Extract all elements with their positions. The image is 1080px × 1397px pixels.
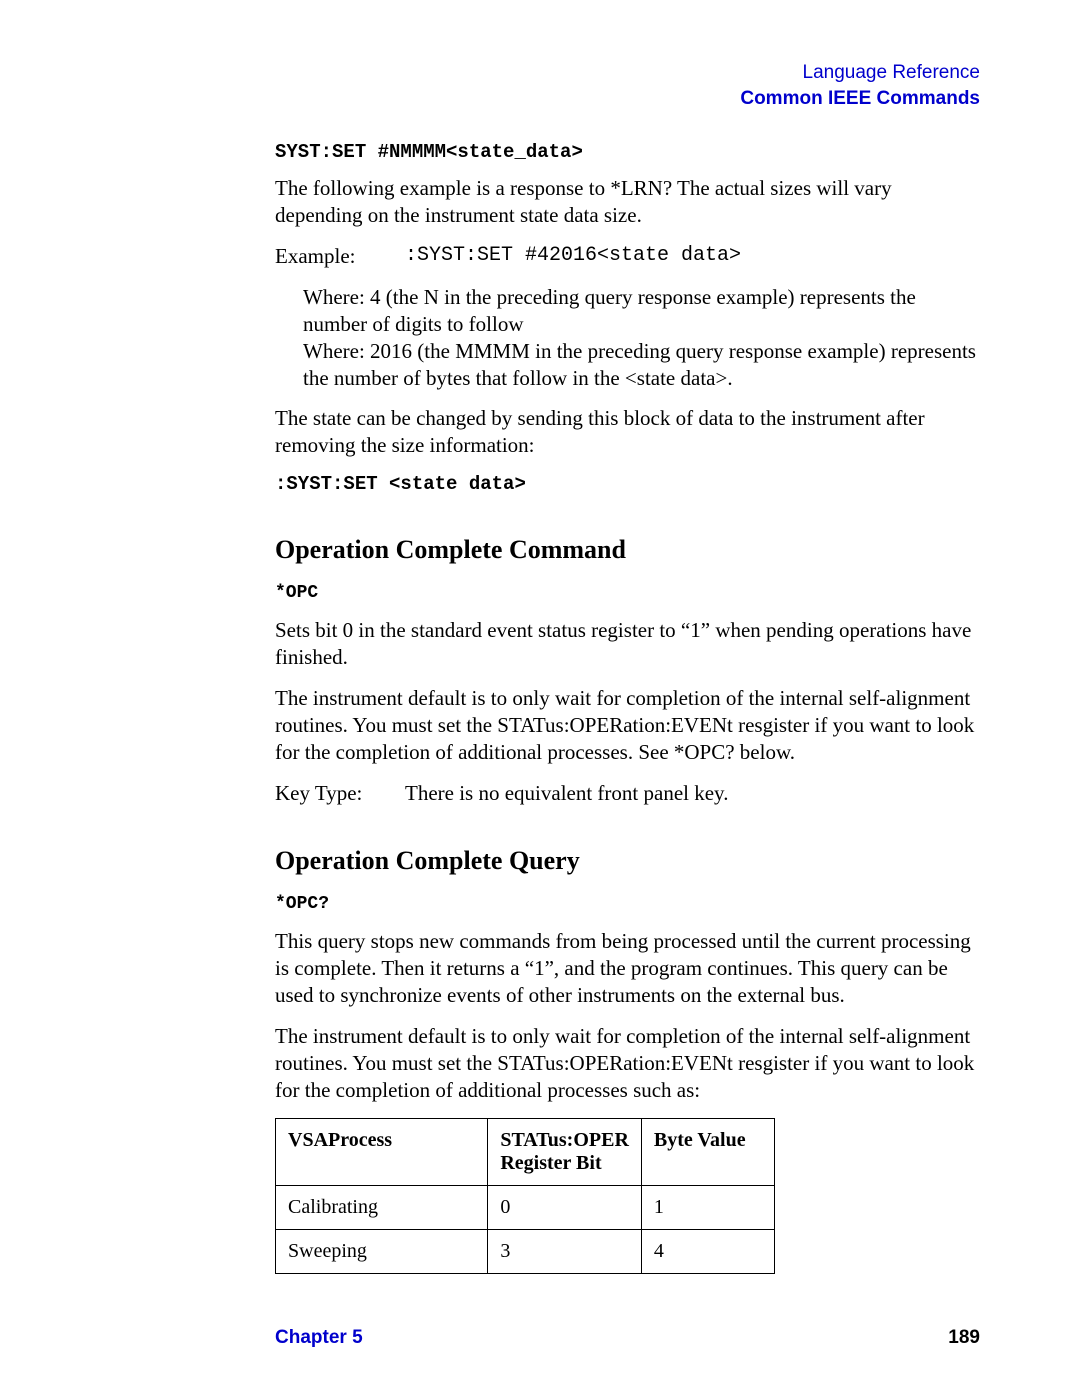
page-footer: Chapter 5 189 (275, 1327, 980, 1349)
section-heading-opc: Operation Complete Command (275, 535, 980, 565)
cell-regbit: 0 (488, 1185, 642, 1229)
syntax-heading: SYST:SET #NMMMM<state_data> (275, 141, 980, 163)
opc-command: *OPC (275, 583, 980, 603)
col-status-oper: STATus:OPER Register Bit (488, 1118, 642, 1185)
where-block: Where: 4 (the N in the preceding query r… (303, 284, 980, 392)
footer-chapter: Chapter 5 (275, 1327, 363, 1349)
header-topic: Common IEEE Commands (275, 86, 980, 112)
col-byte-value: Byte Value (641, 1118, 774, 1185)
section-heading-opcq: Operation Complete Query (275, 846, 980, 876)
where-line: Where: 2016 (the MMMM in the preceding q… (303, 338, 980, 392)
header-category: Language Reference (275, 60, 980, 86)
cell-process: Sweeping (276, 1229, 488, 1273)
cell-byteval: 4 (641, 1229, 774, 1273)
where-line: Where: 4 (the N in the preceding query r… (303, 284, 980, 338)
keytype-value: There is no equivalent front panel key. (405, 780, 728, 807)
footer-page-number: 189 (948, 1327, 980, 1349)
keytype-label: Key Type: (275, 780, 405, 807)
page-content: Language Reference Common IEEE Commands … (0, 0, 1080, 1397)
col-vsaprocess: VSAProcess (276, 1118, 488, 1185)
cell-process: Calibrating (276, 1185, 488, 1229)
table-row: Calibrating 0 1 (276, 1185, 775, 1229)
paragraph: Sets bit 0 in the standard event status … (275, 617, 980, 671)
paragraph: The state can be changed by sending this… (275, 405, 980, 459)
code-line: :SYST:SET <state data> (275, 473, 980, 495)
paragraph: The instrument default is to only wait f… (275, 685, 980, 766)
example-value: :SYST:SET #42016<state data> (405, 243, 741, 270)
process-table: VSAProcess STATus:OPER Register Bit Byte… (275, 1118, 775, 1274)
opcq-command: *OPC? (275, 894, 980, 914)
example-label: Example: (275, 243, 405, 270)
keytype-row: Key Type: There is no equivalent front p… (275, 780, 980, 807)
cell-regbit: 3 (488, 1229, 642, 1273)
paragraph: The following example is a response to *… (275, 175, 980, 229)
cell-byteval: 1 (641, 1185, 774, 1229)
paragraph: The instrument default is to only wait f… (275, 1023, 980, 1104)
example-row: Example: :SYST:SET #42016<state data> (275, 243, 980, 270)
paragraph: This query stops new commands from being… (275, 928, 980, 1009)
table-row: Sweeping 3 4 (276, 1229, 775, 1273)
page-header: Language Reference Common IEEE Commands (275, 60, 980, 111)
table-header-row: VSAProcess STATus:OPER Register Bit Byte… (276, 1118, 775, 1185)
